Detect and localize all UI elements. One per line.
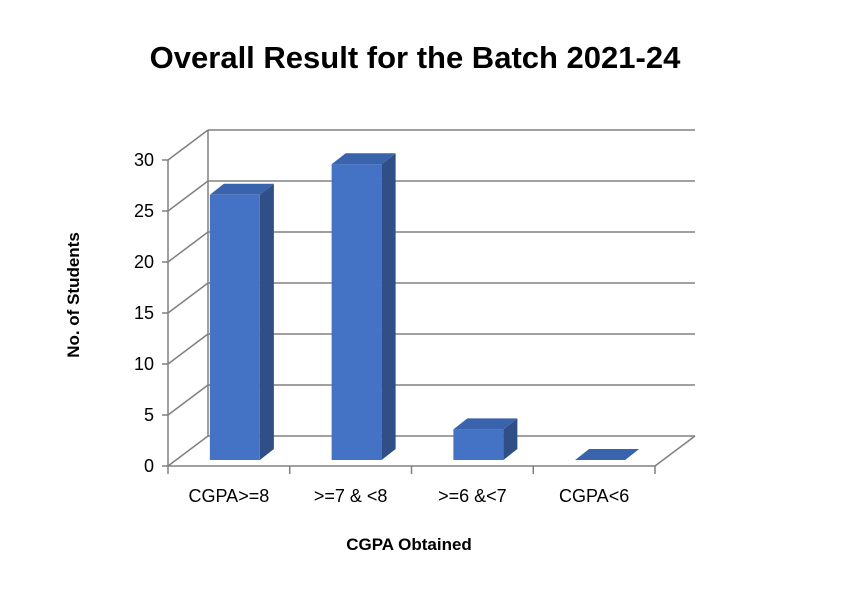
gridline-side: [167, 384, 209, 416]
gridline-side: [167, 129, 209, 161]
gridline-side: [167, 282, 209, 314]
label-layer: 0 5 10 15 20 25 30 CGPA>=8 >=7 & <8 >=6 &<7 CGPA<6: [134, 150, 629, 506]
bar: [453, 429, 504, 460]
chart-title: Overall Result for the Batch 2021-24: [149, 40, 681, 75]
y-tick-label: 20: [134, 252, 154, 272]
y-tick-label: 0: [144, 456, 154, 476]
bar-top: [331, 153, 396, 165]
x-tick-label: CGPA<6: [559, 486, 629, 506]
grid-layer: [162, 129, 696, 474]
y-tick-label: 30: [134, 150, 154, 170]
x-tick-label: >=6 &<7: [438, 486, 507, 506]
gridline-side: [167, 333, 209, 365]
gridline-side: [167, 231, 209, 263]
bar: [331, 164, 382, 460]
bar: [209, 194, 260, 461]
x-tick-label: >=7 & <8: [314, 486, 388, 506]
bar-top: [575, 449, 640, 460]
bar-layer: [209, 153, 640, 461]
y-tick-label: 25: [134, 201, 154, 221]
bar-side: [381, 153, 396, 460]
bar-top: [209, 183, 274, 195]
x-axis-title: CGPA Obtained: [346, 535, 472, 554]
y-tick-label: 10: [134, 354, 154, 374]
gridline-side: [167, 435, 209, 467]
bar-side: [259, 183, 274, 461]
y-tick-label: 15: [134, 303, 154, 323]
bar-side: [503, 418, 518, 460]
x-tick-label: CGPA>=8: [189, 486, 270, 506]
y-tick-label: 5: [144, 405, 154, 425]
bar-top: [453, 418, 518, 430]
floor-right-edge: [654, 435, 696, 467]
gridline-side: [167, 180, 209, 212]
